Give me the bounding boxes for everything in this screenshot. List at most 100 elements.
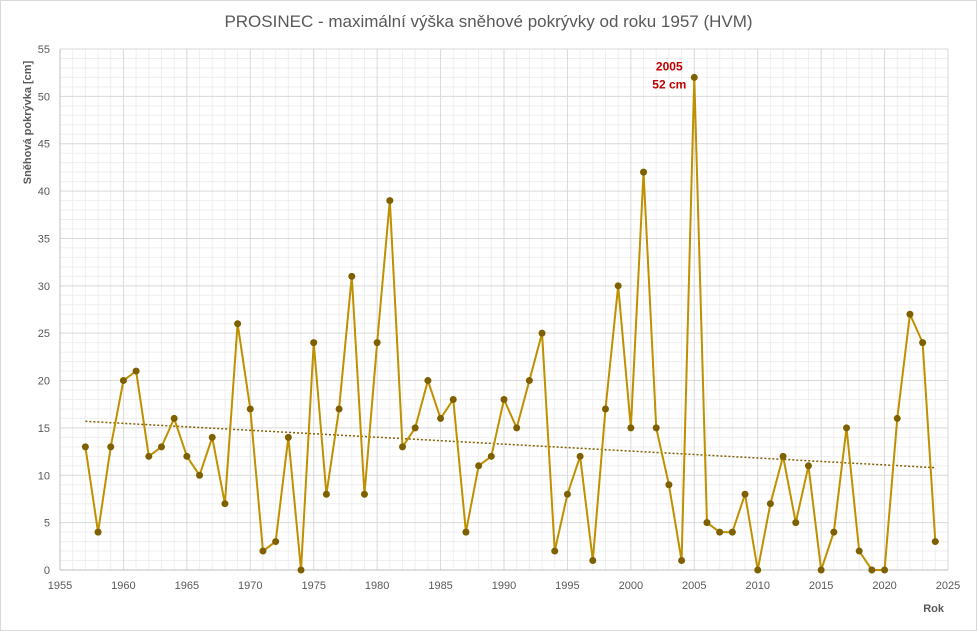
- data-point: [94, 528, 102, 536]
- data-point: [893, 414, 901, 422]
- data-point: [234, 320, 242, 328]
- data-point: [208, 433, 216, 441]
- data-point: [373, 339, 381, 347]
- data-point: [411, 424, 419, 432]
- data-point: [881, 566, 889, 574]
- data-point: [589, 557, 597, 565]
- data-point: [81, 443, 89, 451]
- y-tick-label: 5: [44, 518, 50, 530]
- x-tick-label: 1975: [301, 580, 325, 592]
- data-point: [640, 168, 648, 176]
- data-point: [119, 377, 127, 385]
- data-point: [107, 443, 115, 451]
- annotation-label: 2005: [656, 59, 683, 73]
- x-tick-label: 2005: [682, 580, 706, 592]
- y-tick-label: 35: [38, 233, 50, 245]
- data-point: [449, 395, 457, 403]
- data-point: [614, 282, 622, 290]
- data-point: [728, 528, 736, 536]
- x-tick-label: 2010: [745, 580, 769, 592]
- data-point: [322, 490, 330, 498]
- data-point: [551, 547, 559, 555]
- x-tick-label: 1960: [111, 580, 135, 592]
- data-point: [183, 452, 191, 460]
- x-tick-label: 1970: [238, 580, 262, 592]
- data-point: [576, 452, 584, 460]
- data-point: [399, 443, 407, 451]
- annotation-label: 52 cm: [652, 77, 686, 91]
- x-axis-title: Rok: [923, 603, 945, 615]
- data-point: [652, 424, 660, 432]
- x-tick-label: 1990: [492, 580, 516, 592]
- y-tick-label: 10: [38, 470, 50, 482]
- data-point: [563, 490, 571, 498]
- data-point: [157, 443, 165, 451]
- x-tick-label: 2015: [809, 580, 833, 592]
- data-point: [386, 197, 394, 205]
- data-point: [741, 490, 749, 498]
- data-point: [919, 339, 927, 347]
- data-point: [779, 452, 787, 460]
- y-tick-label: 20: [38, 376, 50, 388]
- data-point: [754, 566, 762, 574]
- x-tick-label: 2025: [936, 580, 960, 592]
- data-point: [259, 547, 267, 555]
- data-point: [335, 405, 343, 413]
- data-point: [424, 377, 432, 385]
- y-tick-label: 45: [38, 139, 50, 151]
- x-tick-label: 1955: [48, 580, 72, 592]
- data-point: [766, 500, 774, 508]
- data-point: [310, 339, 318, 347]
- data-point: [843, 424, 851, 432]
- data-point: [487, 452, 495, 460]
- x-tick-label: 2020: [872, 580, 896, 592]
- x-tick-label: 1985: [428, 580, 452, 592]
- data-point: [437, 414, 445, 422]
- data-point: [665, 481, 673, 489]
- series-line: [84, 76, 937, 571]
- data-point: [360, 490, 368, 498]
- y-tick-label: 0: [44, 565, 50, 577]
- trendline: [85, 420, 936, 469]
- x-tick-label: 1965: [175, 580, 199, 592]
- data-point: [525, 377, 533, 385]
- data-point: [690, 73, 698, 81]
- data-point: [538, 329, 546, 337]
- y-tick-label: 25: [38, 328, 50, 340]
- data-point: [830, 528, 838, 536]
- data-point: [817, 566, 825, 574]
- data-point: [931, 538, 939, 546]
- data-point: [855, 547, 863, 555]
- data-point: [868, 566, 876, 574]
- y-tick-label: 55: [38, 44, 50, 56]
- data-point: [272, 538, 280, 546]
- data-point: [601, 405, 609, 413]
- data-point: [246, 405, 254, 413]
- data-point: [703, 519, 711, 527]
- data-point: [132, 367, 140, 375]
- y-axis-title: Sněhová pokrývka [cm]: [22, 60, 34, 184]
- data-point: [513, 424, 521, 432]
- data-point: [297, 566, 305, 574]
- data-point: [678, 557, 686, 565]
- x-tick-label: 1995: [555, 580, 579, 592]
- x-tick-label: 1980: [365, 580, 389, 592]
- data-point: [145, 452, 153, 460]
- data-point: [170, 414, 178, 422]
- data-point: [627, 424, 635, 432]
- y-tick-label: 40: [38, 186, 50, 198]
- x-tick-label: 2000: [619, 580, 643, 592]
- data-point: [348, 272, 356, 280]
- y-tick-label: 50: [38, 91, 50, 103]
- data-point: [196, 471, 204, 479]
- data-point: [462, 528, 470, 536]
- y-tick-label: 15: [38, 423, 50, 435]
- data-point: [906, 310, 914, 318]
- data-point: [716, 528, 724, 536]
- data-point: [500, 395, 508, 403]
- data-point: [221, 500, 229, 508]
- data-point: [284, 433, 292, 441]
- chart-title: PROSINEC - maximální výška sněhové pokrý…: [224, 12, 753, 31]
